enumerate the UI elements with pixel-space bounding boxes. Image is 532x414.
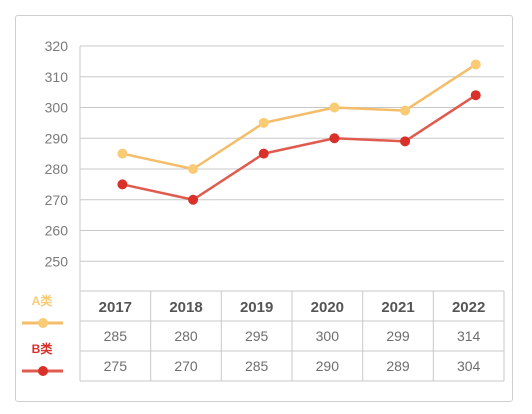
data-point	[400, 136, 411, 147]
y-tick-label: 320	[45, 38, 69, 54]
legend-marker	[38, 366, 48, 376]
data-table-cell: 314	[457, 328, 481, 344]
data-point	[188, 164, 199, 174]
data-point	[329, 133, 340, 144]
legend-marker	[38, 318, 48, 328]
data-table-cell: 285	[245, 358, 269, 374]
data-point	[258, 148, 269, 159]
data-point	[117, 179, 128, 190]
legend-label: B类	[32, 341, 54, 356]
data-table-cell: 270	[174, 358, 198, 374]
data-point	[329, 102, 340, 113]
data-table-cell: 299	[386, 328, 410, 344]
y-tick-label: 300	[45, 100, 69, 116]
data-point	[470, 59, 481, 70]
y-tick-label: 310	[45, 69, 69, 85]
data-table-cell: 289	[386, 358, 410, 374]
x-category-label: 2021	[381, 299, 414, 316]
data-table-cell: 290	[316, 358, 340, 374]
y-tick-label: 250	[45, 253, 69, 269]
x-category-label: 2018	[169, 299, 202, 316]
series-line	[122, 94, 477, 201]
data-table-cell: 300	[316, 328, 340, 344]
y-tick-label: 260	[45, 223, 69, 239]
x-category-label: 2019	[240, 299, 273, 316]
x-category-label: 2020	[311, 299, 344, 316]
series-line	[122, 63, 477, 171]
data-point	[188, 194, 199, 205]
data-point	[258, 117, 269, 128]
data-point	[400, 105, 411, 116]
data-table-cell: 304	[457, 358, 481, 374]
data-table-cell: 295	[245, 328, 269, 344]
legend-label: A类	[32, 293, 54, 308]
data-table-cell: 285	[104, 328, 128, 344]
y-tick-label: 280	[45, 161, 69, 177]
y-tick-label: 290	[45, 130, 69, 146]
chart-card	[15, 15, 513, 402]
data-table-cell: 280	[174, 328, 198, 344]
x-category-label: 2017	[99, 299, 132, 316]
data-point	[470, 90, 481, 101]
data-point	[117, 148, 128, 159]
data-table-cell: 275	[104, 358, 128, 374]
y-tick-label: 270	[45, 192, 69, 208]
x-category-label: 2022	[452, 299, 485, 316]
